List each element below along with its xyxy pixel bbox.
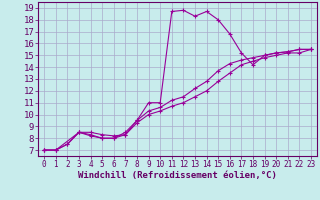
- X-axis label: Windchill (Refroidissement éolien,°C): Windchill (Refroidissement éolien,°C): [78, 171, 277, 180]
